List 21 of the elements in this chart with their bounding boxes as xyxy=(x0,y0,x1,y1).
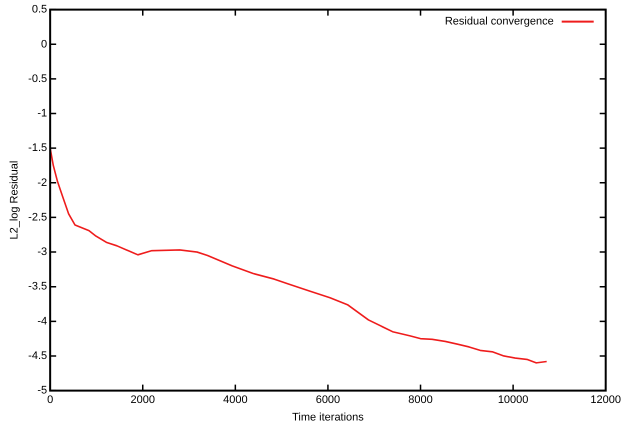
x-tick-label: 6000 xyxy=(316,394,340,406)
y-tick-label: -2.5 xyxy=(28,211,48,224)
y-tick-label: -1.5 xyxy=(28,142,48,154)
x-tick-label: 10000 xyxy=(498,394,528,406)
y-tick-label: -5 xyxy=(37,384,48,397)
y-tick-label: -3.5 xyxy=(28,280,48,293)
y-tick-label: -0.5 xyxy=(28,72,48,85)
x-tick-label: 4000 xyxy=(223,394,248,406)
y-axis-title: L2_log Residual xyxy=(8,160,21,240)
y-tick-label: 0.5 xyxy=(32,4,48,16)
y-tick-label: -3 xyxy=(37,246,48,258)
legend-label: Residual convergence xyxy=(444,16,554,28)
y-tick-label: -4 xyxy=(37,315,48,328)
y-tick-label: 0 xyxy=(41,38,48,50)
y-tick-label: -1 xyxy=(37,108,48,120)
x-tick-label: 12000 xyxy=(590,394,622,406)
x-axis-title: Time iterations xyxy=(292,411,364,424)
x-tick-label: 2000 xyxy=(130,394,155,406)
y-tick-label: -4.5 xyxy=(28,350,48,362)
y-tick-label: -2 xyxy=(37,176,48,189)
x-tick-label: 8000 xyxy=(408,394,433,406)
